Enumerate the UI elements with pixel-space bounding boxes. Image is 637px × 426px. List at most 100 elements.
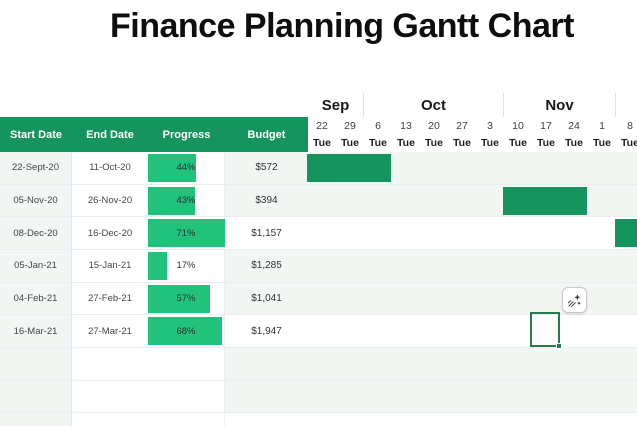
week-day-cell[interactable]: Tue [369,137,387,149]
week-date-cell[interactable]: 29 [344,119,356,132]
progress-data-bar [148,154,196,182]
start-date-cell[interactable]: 04-Feb-21 [0,282,72,315]
gantt-row-region[interactable] [307,152,637,184]
week-day-cell[interactable]: Tue [397,137,415,149]
budget-cell[interactable]: $572 [225,152,308,184]
progress-data-bar [148,317,222,346]
progress-cell[interactable]: 71% [148,217,225,249]
table-row: 04-Feb-21 27-Feb-21 57% $1,041 [0,282,637,316]
month-label: Oct [364,93,504,117]
progress-cell[interactable] [148,347,225,380]
header-progress[interactable]: Progress [148,117,225,152]
week-day-cell[interactable]: Tue [593,137,611,149]
gantt-row-region[interactable] [308,347,637,380]
header-budget[interactable]: Budget [225,117,308,152]
header-end-date[interactable]: End Date [72,117,148,152]
end-date-cell[interactable]: 16-Dec-20 [87,227,133,239]
progress-cell[interactable] [148,380,225,413]
week-day-cell[interactable]: Tue [509,137,527,149]
fill-handle[interactable] [556,343,562,349]
gantt-row-region[interactable] [308,184,637,217]
month-label [616,93,637,117]
progress-label: 68% [176,325,196,337]
gantt-row-region[interactable] [308,380,637,413]
progress-label: 43% [176,194,196,206]
budget-cell[interactable]: $1,947 [251,325,282,337]
progress-label: 71% [176,227,196,239]
week-day-cell[interactable]: Tue [341,137,359,149]
week-date-cell[interactable]: 10 [512,119,524,132]
gantt-task-bar [307,154,391,182]
table-row [0,347,637,381]
week-day-cell[interactable]: Tue [453,137,471,149]
gantt-row-region[interactable] [308,413,637,426]
gantt-row-region[interactable] [308,249,637,282]
table-row: 16-Mar-21 27-Mar-21 68% $1,947 [0,315,637,348]
progress-cell[interactable]: 17% [148,249,225,282]
week-date-cell[interactable]: 20 [428,119,440,132]
end-date-cell[interactable] [72,381,148,413]
progress-cell[interactable]: 68% [148,315,225,347]
week-date-cell[interactable]: 22 [316,119,328,132]
gantt-row-region[interactable] [308,282,637,315]
end-date-cell[interactable]: 27-Mar-21 [88,325,132,337]
header-start-date[interactable]: Start Date [0,117,72,152]
budget-cell[interactable]: $1,041 [225,282,308,315]
progress-data-bar [148,251,167,280]
month-label: Nov [504,93,616,117]
progress-data-bar [148,186,195,215]
gantt-row-region[interactable] [308,315,637,347]
start-date-cell[interactable]: 05-Nov-20 [0,184,72,217]
start-date-cell[interactable]: 05-Jan-21 [0,249,72,282]
end-date-cell[interactable]: 26-Nov-20 [87,194,133,206]
week-day-cell[interactable]: Tue [425,137,443,149]
table-row: 22-Sept-20 11-Oct-20 44% $572 [0,152,637,185]
budget-cell[interactable]: $394 [225,184,308,217]
week-date-cell[interactable]: 3 [487,119,493,132]
week-date-cell[interactable]: 6 [375,119,381,132]
week-day-cell[interactable]: Tue [537,137,555,149]
budget-cell[interactable] [225,413,308,426]
sparkle-strokes-icon [567,293,582,308]
week-day-cell[interactable]: Tue [621,137,637,149]
start-date-cell[interactable]: 16-Mar-21 [0,315,72,347]
table-body: 22-Sept-20 11-Oct-20 44% $572 05-Nov-20 26-No… [0,152,637,426]
week-date-cell[interactable]: 17 [540,119,552,132]
budget-cell[interactable] [225,347,308,380]
week-day-cell[interactable]: Tue [481,137,499,149]
table-row [0,380,637,414]
week-date-cell[interactable]: 8 [627,119,633,132]
end-date-cell[interactable]: 15-Jan-21 [88,260,132,272]
start-date-cell[interactable] [0,347,72,380]
smart-fill-button[interactable] [562,287,587,313]
week-date-cell[interactable]: 27 [456,119,468,132]
progress-label: 44% [176,162,196,174]
gantt-task-bar [503,186,587,215]
week-day-cell[interactable]: Tue [565,137,583,149]
selected-cell-cursor[interactable] [530,312,562,349]
week-date-cell[interactable]: 13 [400,119,412,132]
start-date-cell[interactable] [0,413,72,426]
budget-cell[interactable]: $1,285 [225,249,308,282]
timeline-week-day-row: Tue Tue Tue Tue Tue Tue Tue Tue Tue Tue Tue Tue [308,134,637,152]
progress-label: 17% [176,260,196,272]
start-date-cell[interactable]: 22-Sept-20 [0,152,72,184]
end-date-cell[interactable]: 27-Feb-21 [88,292,132,304]
progress-cell[interactable]: 44% [148,152,225,184]
budget-cell[interactable]: $1,157 [251,227,282,239]
week-date-cell[interactable]: 24 [568,119,580,132]
week-date-cell[interactable]: 1 [599,119,605,132]
week-day-cell[interactable]: Tue [313,137,331,149]
budget-cell[interactable] [225,380,308,413]
end-date-cell[interactable]: 11-Oct-20 [89,162,131,174]
gantt-row-region[interactable] [308,217,637,249]
month-label: Sep [308,93,364,117]
end-date-cell[interactable] [72,413,148,426]
start-date-cell[interactable] [0,380,72,413]
progress-cell[interactable]: 57% [148,282,225,315]
progress-cell[interactable] [148,413,225,426]
end-date-cell[interactable] [72,348,148,380]
start-date-cell[interactable]: 08-Dec-20 [0,217,72,249]
progress-cell[interactable]: 43% [148,184,225,217]
